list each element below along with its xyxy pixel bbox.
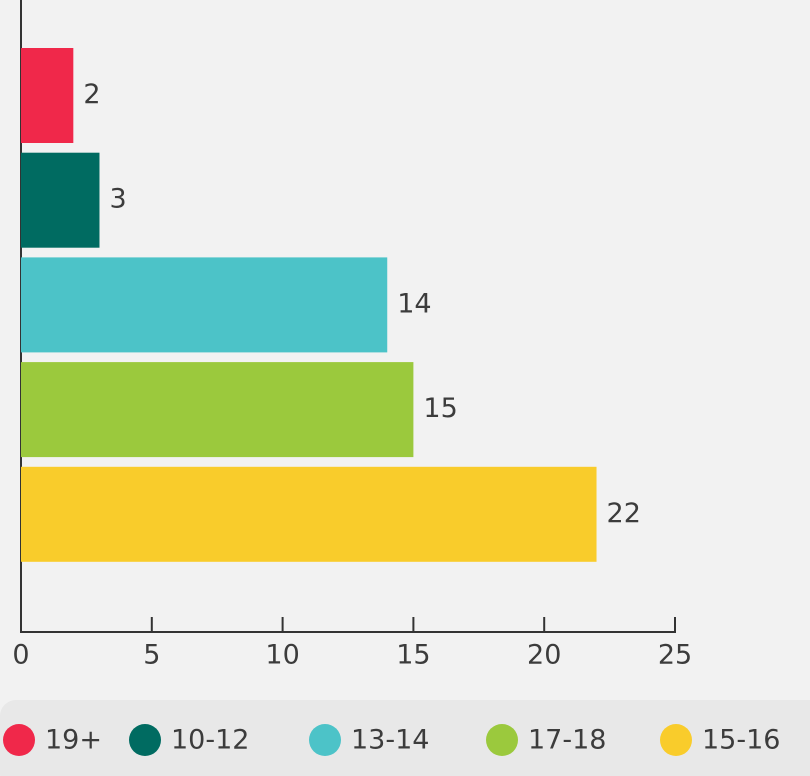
x-tick-label: 25 bbox=[658, 640, 692, 671]
value-label: 3 bbox=[109, 184, 126, 215]
x-tick-label: 15 bbox=[396, 640, 430, 671]
bar bbox=[21, 257, 388, 353]
legend-label: 15-16 bbox=[702, 725, 780, 756]
bar bbox=[21, 48, 74, 143]
x-tick-label: 0 bbox=[12, 640, 29, 671]
legend-swatch bbox=[309, 724, 341, 756]
value-label: 14 bbox=[397, 288, 431, 319]
legend-label: 10-12 bbox=[171, 725, 249, 756]
value-label: 22 bbox=[607, 498, 641, 529]
legend-label: 19+ bbox=[45, 725, 102, 756]
value-label: 2 bbox=[83, 79, 100, 110]
bar bbox=[21, 152, 100, 248]
legend-label: 13-14 bbox=[351, 725, 429, 756]
bar bbox=[21, 362, 414, 458]
value-label: 15 bbox=[423, 393, 457, 424]
legend-swatch bbox=[3, 724, 35, 756]
legend-swatch bbox=[486, 724, 518, 756]
x-tick-label: 5 bbox=[143, 640, 160, 671]
bar bbox=[21, 466, 597, 562]
x-tick-label: 10 bbox=[265, 640, 299, 671]
legend-label: 17-18 bbox=[528, 725, 606, 756]
legend-swatch bbox=[660, 724, 692, 756]
legend-background bbox=[0, 700, 810, 776]
x-tick-label: 20 bbox=[527, 640, 561, 671]
legend-swatch bbox=[129, 724, 161, 756]
